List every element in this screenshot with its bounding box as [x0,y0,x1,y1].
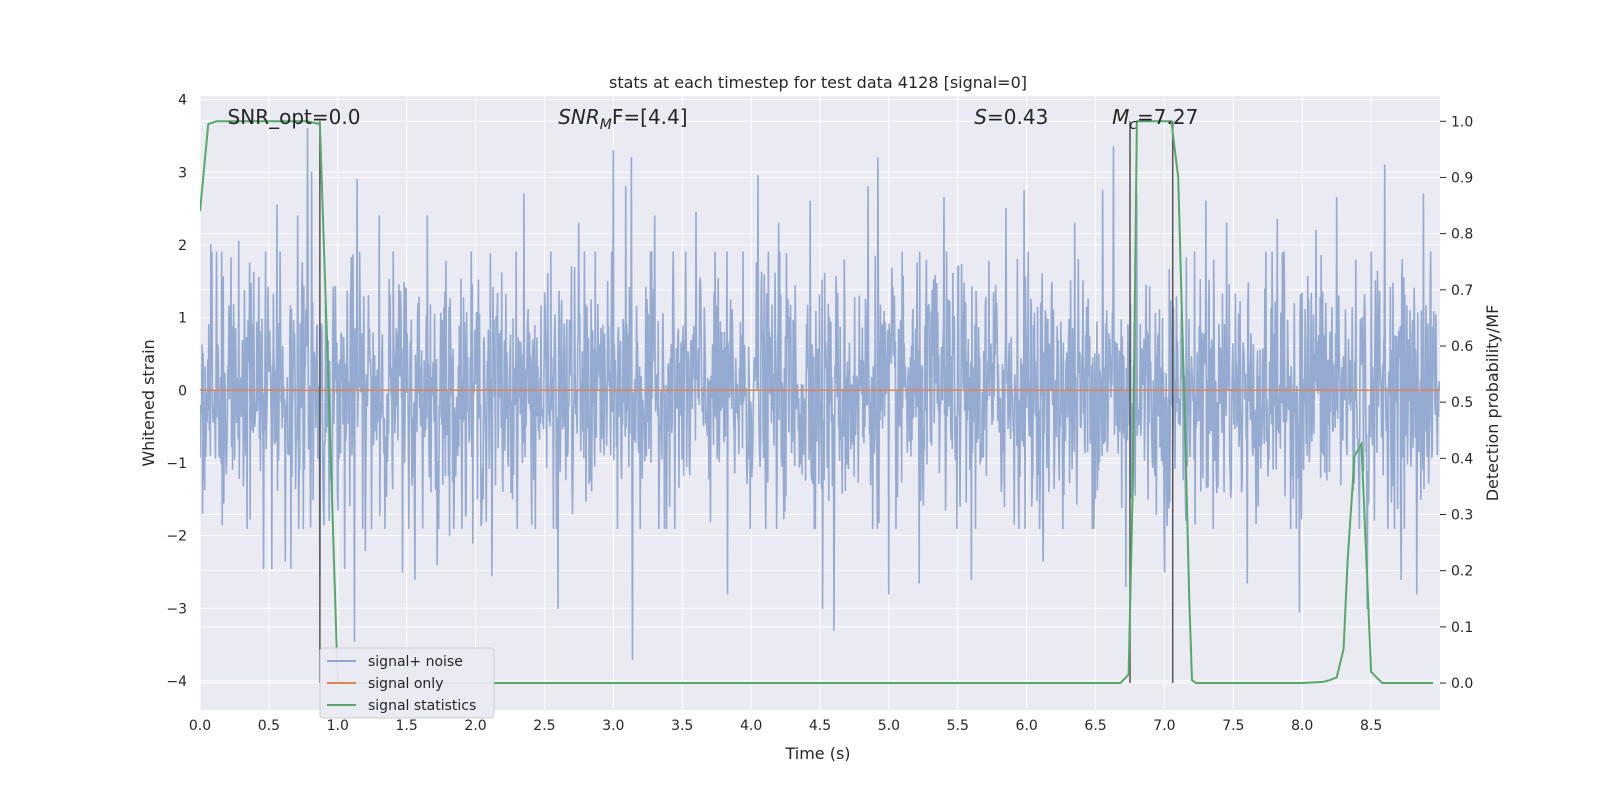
annotation-1: SNRMF=[4.4] [558,105,687,133]
legend-label-signal-noise: signal+ noise [368,654,463,670]
y-tick-label-4: 0 [178,383,187,399]
legend-label-signal-only: signal only [368,676,443,692]
y-right-tick-label-4: 0.6 [1451,339,1473,355]
x-tick-label-7: 3.5 [671,718,693,734]
annotation-2: S=0.43 [974,105,1048,129]
x-tick-label-14: 7.0 [1153,718,1175,734]
y-right-tick-label-10: 0.0 [1451,676,1473,692]
y-tick-label-8: −4 [166,674,187,690]
y-right-tick-label-7: 0.3 [1451,508,1473,524]
legend-box [319,647,495,719]
x-tick-label-11: 5.5 [947,718,969,734]
signal-statistics-line [200,120,1434,685]
y-right-tick-label-1: 0.9 [1451,170,1473,186]
x-tick-label-5: 2.5 [533,718,555,734]
chart-title: stats at each timestep for test data 412… [609,73,1027,92]
y-axis-label-right: Detection probability/MF [1483,305,1502,502]
y-right-tick-label-2: 0.8 [1451,227,1473,243]
y-right-tick-label-6: 0.4 [1451,451,1473,467]
tick-labels: 0.0 0.5 1.0 1.5 2.0 2.5 3.0 3.5 4.0 4.5 5.0 5.5 6.0 6… [166,93,1473,734]
y-right-tick-label-0: 1.0 [1451,114,1473,130]
x-tick-label-12: 6.0 [1016,718,1038,734]
annotation-3: Mc=7.27 [1112,105,1198,133]
y-axis-label: Whitened strain [139,339,158,466]
x-tick-label-1: 0.5 [258,718,280,734]
y-tick-label-1: 3 [178,165,187,181]
plot-data [200,120,1440,685]
y-tick-label-7: −3 [166,601,187,617]
x-tick-label-8: 4.0 [740,718,762,734]
y-right-tick-label-8: 0.2 [1451,564,1473,580]
y-tick-label-3: 1 [178,311,187,327]
y-tick-label-6: −2 [166,529,187,545]
x-tick-label-6: 3.0 [602,718,624,734]
x-tick-label-4: 2.0 [464,718,486,734]
y-tick-label-0: 4 [178,93,187,109]
x-tick-label-10: 5.0 [878,718,900,734]
x-tick-label-9: 4.5 [809,718,831,734]
signal-statistics-series [200,120,1434,685]
y-right-tick-label-3: 0.7 [1451,283,1473,299]
x-axis-label: Time (s) [784,744,850,763]
signal-noise-series [200,127,1440,660]
x-tick-label-13: 6.5 [1084,718,1106,734]
y-tick-label-2: 2 [178,238,187,254]
annotation-0: SNR_opt=0.0 [228,105,361,129]
y-tick-label-5: −1 [166,456,187,472]
legend: signal+ noise signal only signal statist… [319,647,495,719]
y-right-tick-label-5: 0.5 [1451,395,1473,411]
x-tick-label-15: 7.5 [1222,718,1244,734]
x-tick-label-17: 8.5 [1360,718,1382,734]
y-right-tick-label-9: 0.1 [1451,620,1473,636]
x-tick-label-0: 0.0 [189,718,211,734]
x-tick-label-2: 1.0 [327,718,349,734]
signal-noise-line [200,127,1440,660]
x-tick-label-3: 1.5 [396,718,418,734]
legend-label-signal-statistics: signal statistics [368,698,476,714]
annotations: SNR_opt=0.0 SNRMF=[4.4] S=0.43 Mc=7.27 [228,105,1199,133]
x-tick-label-16: 8.0 [1291,718,1313,734]
